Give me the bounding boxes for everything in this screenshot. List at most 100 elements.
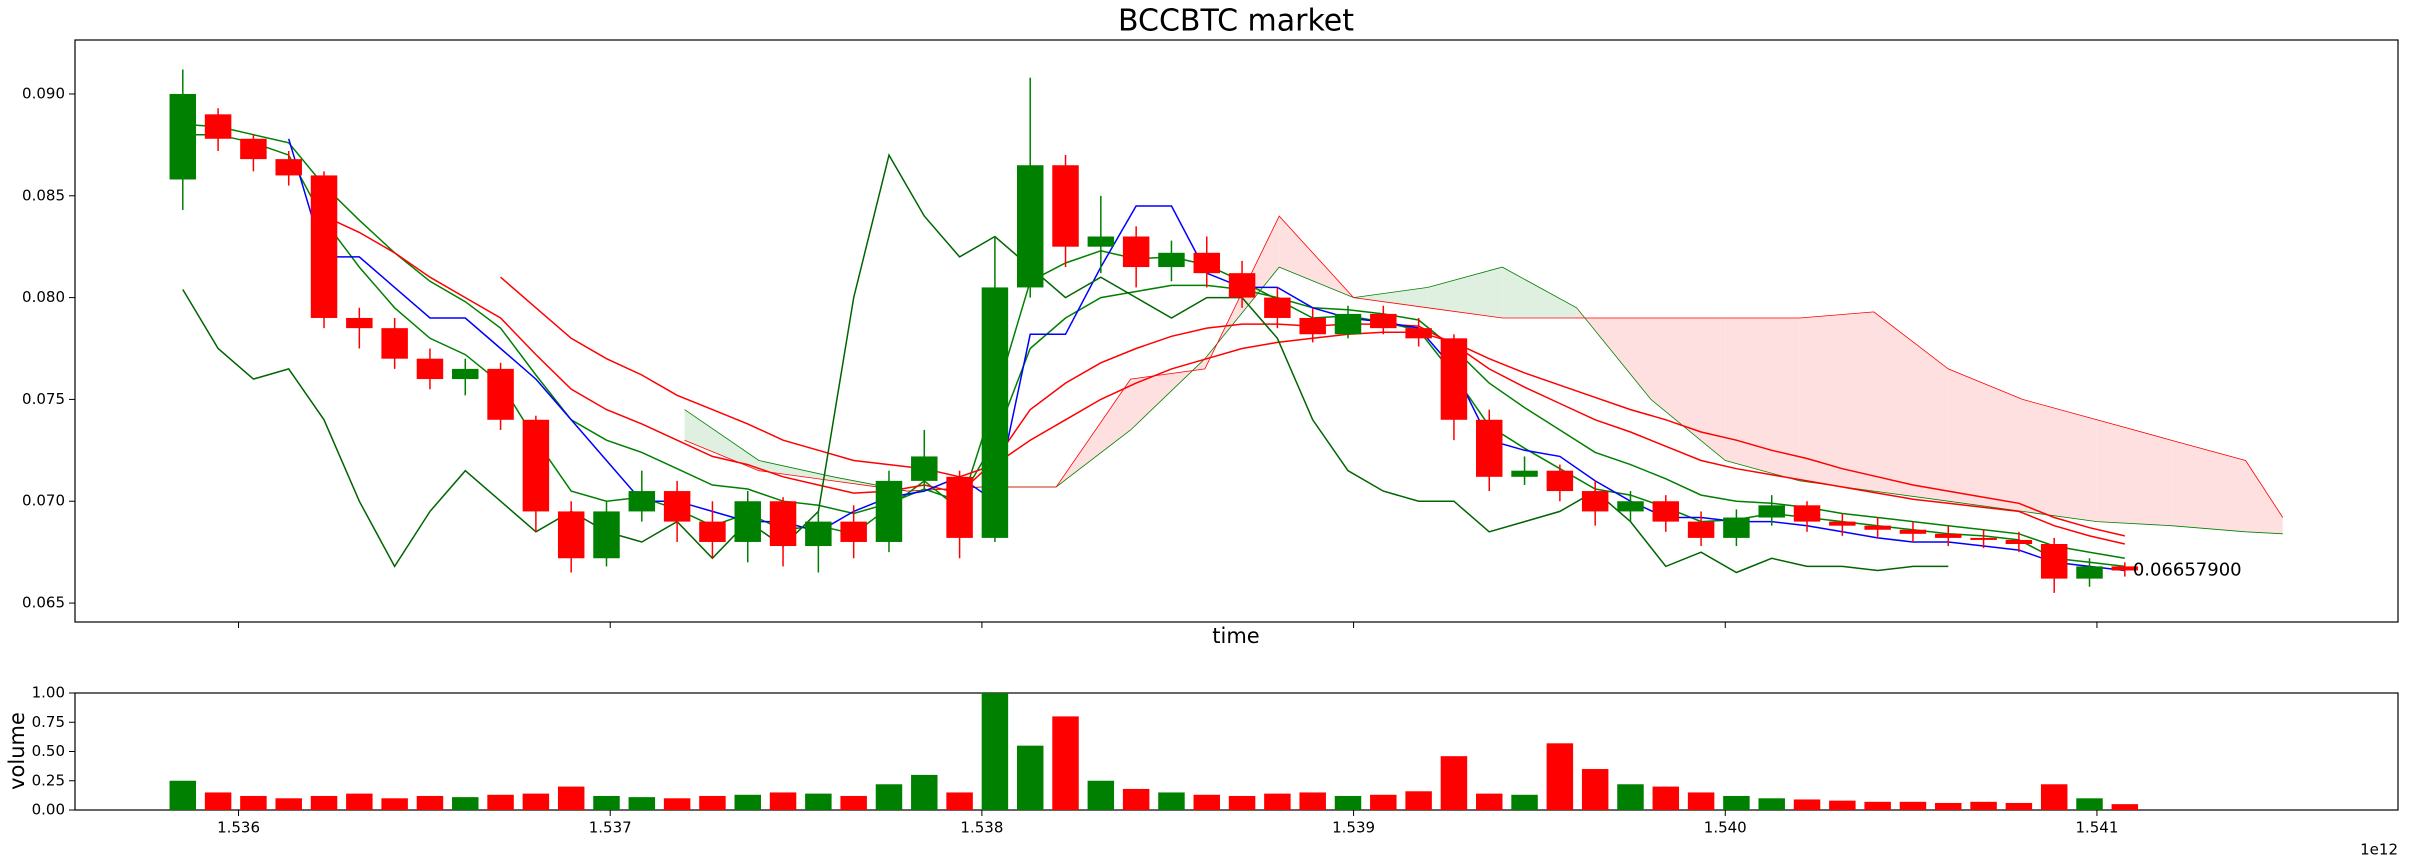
cloud-fill [1948,368,2023,512]
candle-body [310,175,338,318]
y-tick-label: 0.065 [22,594,65,612]
candle-body [1334,313,1362,335]
y-tick-label: 0.75 [32,713,65,731]
candle-body [169,93,197,180]
volume-bar [1758,798,1785,810]
cloud-fill [1725,317,1800,481]
candle-body [1652,501,1680,522]
y-axis-label: volume [5,712,29,790]
indicator-line [182,153,1949,574]
volume-bar [1087,780,1115,810]
volume-bar [1228,795,1256,810]
cloud-fill [684,409,759,471]
volume-bar [275,798,302,810]
candle-body [981,287,1009,538]
cloud-fill [1873,311,1949,502]
volume-bar [981,693,1009,810]
candle-body [240,138,267,160]
volume-bar [1652,786,1680,810]
volume-bar [1476,793,1503,810]
cloud-fill [1427,267,1503,318]
candle-body [1122,236,1150,268]
candle-body [840,521,867,542]
candle-body [522,419,550,512]
volume-bar [805,793,832,810]
y-tick-label: 0.075 [22,390,65,408]
cloud-fill [758,460,834,481]
candle-body [1758,505,1785,518]
y-tick-label: 0.00 [32,801,65,819]
candle-body [416,358,444,380]
candle-body [1264,297,1291,318]
candle-body [557,511,585,559]
volume-bar [452,797,479,810]
volume-bar [1899,801,1927,810]
candle-body [1546,470,1574,492]
candle-body [1476,419,1503,477]
candle-body [381,328,408,359]
candle-body [275,159,302,176]
main-frame [74,39,2399,623]
chart-title: BCCBTC market [1118,4,1354,39]
x-tick-label: 1.540 [1704,819,1747,837]
volume-bar [946,792,973,810]
candle-body [875,480,903,542]
cloud-fill [1502,267,1577,318]
volume-bar [1158,792,1185,810]
volume-bar [1687,792,1715,810]
cloud-fill [2171,440,2246,532]
candle-body [1370,313,1397,329]
candle-body [1016,165,1044,288]
volume-bar [769,792,797,810]
candle-body [452,368,479,380]
volume-bar [169,780,197,810]
candle-body [734,501,761,542]
candle-body [1687,521,1715,538]
candle-body [1617,501,1644,512]
volume-bar [1829,800,1856,810]
x-offset-label: 1e12 [2360,841,2398,859]
volume-bar [2040,784,2068,810]
volume-bar [1334,795,1362,810]
candle-body [1935,533,1962,538]
candle-body [1511,470,1538,477]
y-tick-label: 0.085 [22,186,65,204]
volume-bar [522,793,550,810]
volume-bar [1370,794,1397,810]
y-tick-label: 0.50 [32,742,65,760]
volume-bar [1264,793,1291,810]
candle-body [1581,491,1609,512]
x-tick-label: 1.537 [589,819,632,837]
candle-body [1405,328,1432,339]
y-tick-label: 0.25 [32,771,65,789]
volume-bar [381,798,408,810]
volume-bar [1723,795,1750,810]
volume-bar [1122,788,1150,810]
y-tick-label: 0.090 [22,84,65,102]
candle-body [663,491,691,522]
x-tick-label: 1.536 [217,819,260,837]
candle-body [2076,566,2103,579]
volume-bar [1935,802,1962,810]
x-tick-label: 1.538 [960,819,1003,837]
candle-body [1052,165,1079,247]
y-tick-label: 0.080 [22,288,65,306]
y-tick-label: 0.070 [22,492,65,510]
cloud-fill [2022,399,2097,522]
volume-bar [2111,804,2139,810]
volume-bar [628,797,656,810]
candle-body [1793,505,1821,522]
candle-body [1193,252,1221,274]
indicator-line [323,215,2125,545]
candle-body [2111,566,2139,571]
candle-body [1864,525,1891,530]
candle-body [1158,252,1185,268]
volume-bar [1052,716,1079,810]
x-tick-label: 1.541 [2075,819,2118,837]
volume-bar [1511,794,1538,810]
candle-body [1723,517,1750,538]
candle-body [1087,236,1115,247]
volume-bar [1546,743,1574,810]
candle-body [1829,521,1856,526]
volume-bar [1617,784,1644,810]
